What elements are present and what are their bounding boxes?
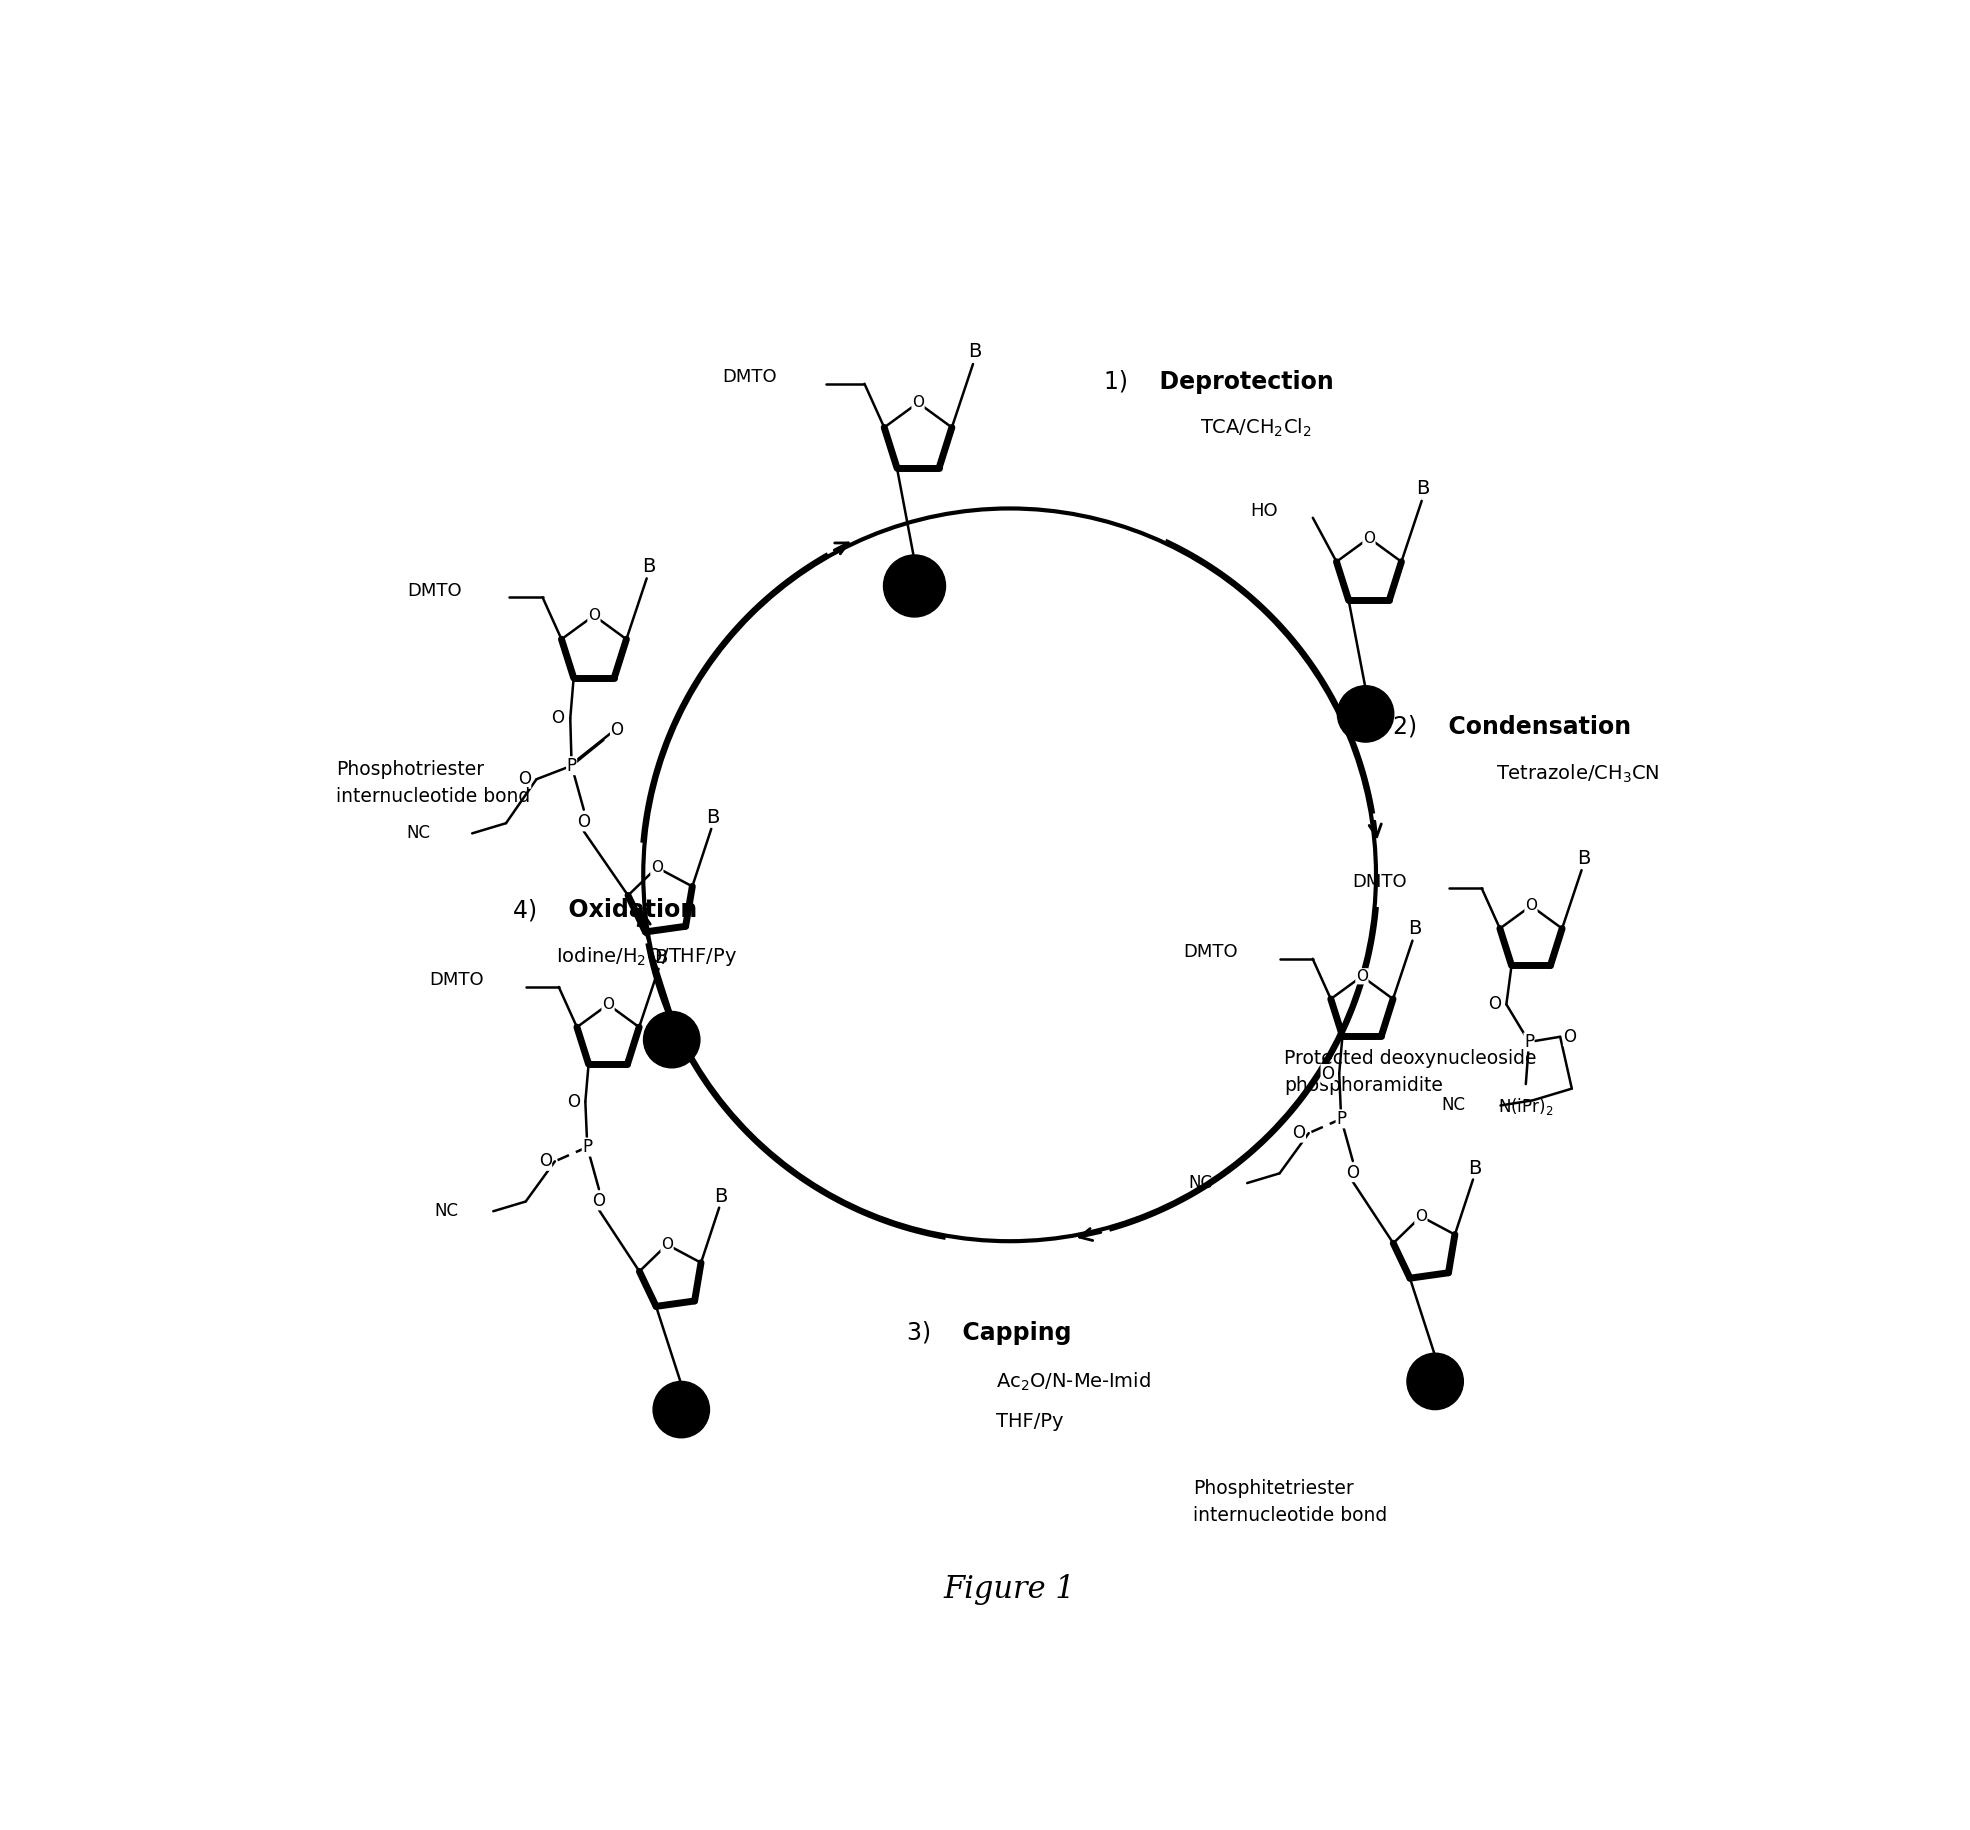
Text: P: P <box>1525 1032 1535 1050</box>
Text: Oxidation: Oxidation <box>552 899 697 922</box>
Text: O: O <box>603 997 615 1012</box>
Circle shape <box>883 554 946 617</box>
Text: O: O <box>650 860 662 875</box>
Text: B: B <box>642 556 656 576</box>
Text: O: O <box>593 1191 605 1210</box>
Text: DMTO: DMTO <box>1184 942 1237 961</box>
Text: B: B <box>1409 919 1420 939</box>
Text: Protected deoxynucleoside
phosphoramidite: Protected deoxynucleoside phosphoramidit… <box>1284 1049 1537 1094</box>
Text: O: O <box>1487 996 1501 1014</box>
Text: O: O <box>611 721 623 739</box>
Text: 3): 3) <box>906 1321 946 1345</box>
Text: Deprotection: Deprotection <box>1143 370 1334 393</box>
Text: O: O <box>567 1093 581 1111</box>
Text: Phosphitetriester
internucleotide bond: Phosphitetriester internucleotide bond <box>1192 1479 1387 1524</box>
Text: O: O <box>662 1237 674 1252</box>
Text: NC: NC <box>1442 1096 1466 1114</box>
Text: NC: NC <box>433 1202 459 1221</box>
Text: B: B <box>967 342 981 361</box>
Text: Figure 1: Figure 1 <box>944 1574 1076 1605</box>
Text: O: O <box>1564 1028 1576 1045</box>
Text: B: B <box>1468 1158 1481 1179</box>
Circle shape <box>644 1012 699 1069</box>
Text: O: O <box>1414 1210 1426 1224</box>
Circle shape <box>1407 1352 1464 1409</box>
Text: B: B <box>707 807 719 827</box>
Text: B: B <box>1416 479 1430 498</box>
Text: O: O <box>1292 1124 1306 1142</box>
Text: O: O <box>1346 1164 1359 1182</box>
Text: P: P <box>583 1138 593 1157</box>
Text: NC: NC <box>406 824 429 842</box>
Circle shape <box>654 1382 709 1438</box>
Text: O: O <box>1322 1065 1334 1083</box>
Text: O: O <box>1355 968 1367 985</box>
Text: Condensation: Condensation <box>1432 716 1631 739</box>
Text: Iodine/H$_2$O/THF/Py: Iodine/H$_2$O/THF/Py <box>556 944 737 968</box>
Circle shape <box>1338 686 1393 743</box>
Text: Ac$_2$O/N-Me-Imid: Ac$_2$O/N-Me-Imid <box>995 1371 1150 1393</box>
Text: O: O <box>587 608 601 622</box>
Text: DMTO: DMTO <box>721 368 776 386</box>
Text: DMTO: DMTO <box>408 582 463 600</box>
Text: O: O <box>912 395 924 410</box>
Text: P: P <box>567 758 577 774</box>
Text: DMTO: DMTO <box>429 972 485 990</box>
Text: B: B <box>715 1188 727 1206</box>
Text: O: O <box>1525 899 1537 913</box>
Text: Tetrazole/CH$_3$CN: Tetrazole/CH$_3$CN <box>1495 763 1659 785</box>
Text: N(iPr)$_2$: N(iPr)$_2$ <box>1497 1096 1554 1118</box>
Text: NC: NC <box>1188 1175 1212 1191</box>
Text: B: B <box>1576 849 1590 867</box>
Text: O: O <box>538 1153 552 1171</box>
Text: O: O <box>518 770 530 789</box>
Text: Phosphotriester
internucleotide bond: Phosphotriester internucleotide bond <box>337 761 530 805</box>
Text: 1): 1) <box>1105 370 1143 393</box>
Text: P: P <box>1336 1109 1346 1127</box>
Text: 4): 4) <box>512 899 552 922</box>
Text: O: O <box>577 813 591 831</box>
Text: Capping: Capping <box>946 1321 1072 1345</box>
Text: O: O <box>552 710 565 727</box>
Text: THF/Py: THF/Py <box>995 1413 1064 1431</box>
Text: DMTO: DMTO <box>1353 873 1407 891</box>
Text: HO: HO <box>1249 501 1279 520</box>
Text: B: B <box>654 948 668 966</box>
Text: O: O <box>1363 531 1375 545</box>
Text: 2): 2) <box>1393 716 1432 739</box>
Text: TCA/CH$_2$Cl$_2$: TCA/CH$_2$Cl$_2$ <box>1200 417 1312 439</box>
